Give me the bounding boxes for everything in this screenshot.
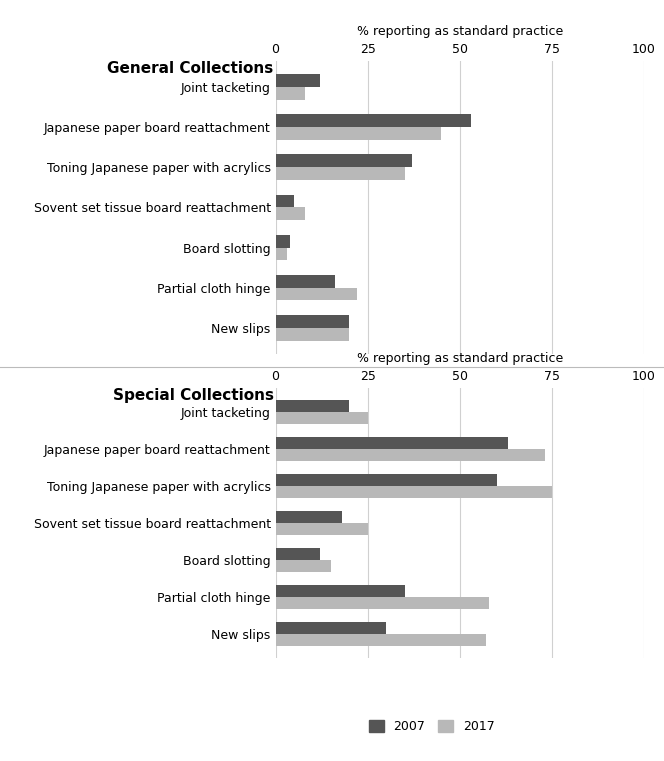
- Bar: [276, 412, 368, 424]
- X-axis label: % reporting as standard practice: % reporting as standard practice: [357, 352, 563, 365]
- Bar: [276, 511, 342, 524]
- Bar: [276, 288, 357, 301]
- Bar: [276, 585, 404, 597]
- Bar: [276, 634, 485, 646]
- Bar: [276, 127, 442, 140]
- Bar: [276, 486, 552, 498]
- Bar: [276, 549, 320, 560]
- Bar: [276, 247, 287, 260]
- Bar: [276, 114, 471, 127]
- Text: General Collections: General Collections: [108, 61, 274, 76]
- Bar: [276, 622, 386, 634]
- Bar: [276, 315, 349, 328]
- Bar: [276, 234, 290, 247]
- Bar: [276, 154, 412, 167]
- Bar: [276, 400, 349, 412]
- Bar: [276, 74, 320, 87]
- Bar: [276, 195, 294, 207]
- Bar: [276, 87, 305, 100]
- Bar: [276, 167, 404, 180]
- Bar: [276, 328, 349, 341]
- Bar: [276, 524, 368, 535]
- Bar: [276, 560, 331, 572]
- Bar: [276, 449, 544, 461]
- Text: Special Collections: Special Collections: [113, 388, 274, 403]
- Bar: [276, 275, 335, 288]
- Legend: 2007, 2017: 2007, 2017: [366, 718, 497, 736]
- Bar: [276, 438, 508, 449]
- Bar: [276, 474, 497, 486]
- Bar: [276, 207, 305, 220]
- X-axis label: % reporting as standard practice: % reporting as standard practice: [357, 24, 563, 38]
- Bar: [276, 597, 489, 609]
